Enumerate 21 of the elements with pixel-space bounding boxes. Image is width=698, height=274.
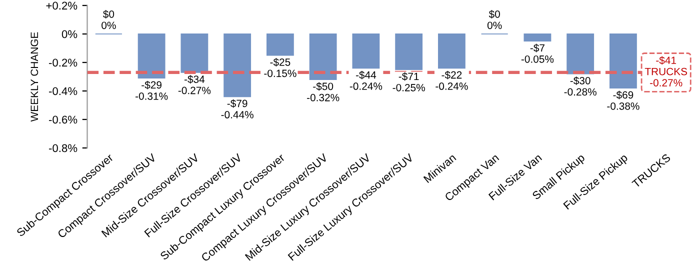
y-tick-label: +0.2% bbox=[46, 2, 78, 10]
data-label: -$29 -0.31% bbox=[136, 80, 168, 100]
data-label: $0 0% bbox=[102, 10, 116, 30]
data-label: -$22 -0.24% bbox=[436, 70, 468, 90]
data-label: -$50 -0.32% bbox=[307, 82, 340, 102]
y-tick-label: -0.6% bbox=[48, 116, 78, 124]
y-tick-label: -0.2% bbox=[48, 58, 78, 67]
data-label: -$69 -0.38% bbox=[607, 90, 640, 110]
y-tick-label: -0.4% bbox=[48, 87, 78, 96]
data-label: -$25 -0.15% bbox=[264, 58, 296, 78]
data-label: -$34 -0.27% bbox=[178, 75, 211, 94]
ref-line-label: -$41 TRUCKS -0.27% bbox=[644, 56, 688, 86]
y-axis-title: WEEKLY CHANGE bbox=[30, 32, 38, 122]
y-tick-label: 0% bbox=[62, 30, 78, 38]
data-label: -$7 -0.05% bbox=[521, 44, 554, 63]
data-label: -$71 -0.25% bbox=[392, 72, 425, 92]
data-label: -$30 -0.28% bbox=[564, 76, 596, 96]
data-label: -$44 -0.24% bbox=[350, 70, 382, 90]
y-tick-label: -0.8% bbox=[48, 144, 78, 152]
data-label: $0 0% bbox=[487, 10, 502, 30]
data-label: -$79 -0.44% bbox=[221, 99, 254, 118]
